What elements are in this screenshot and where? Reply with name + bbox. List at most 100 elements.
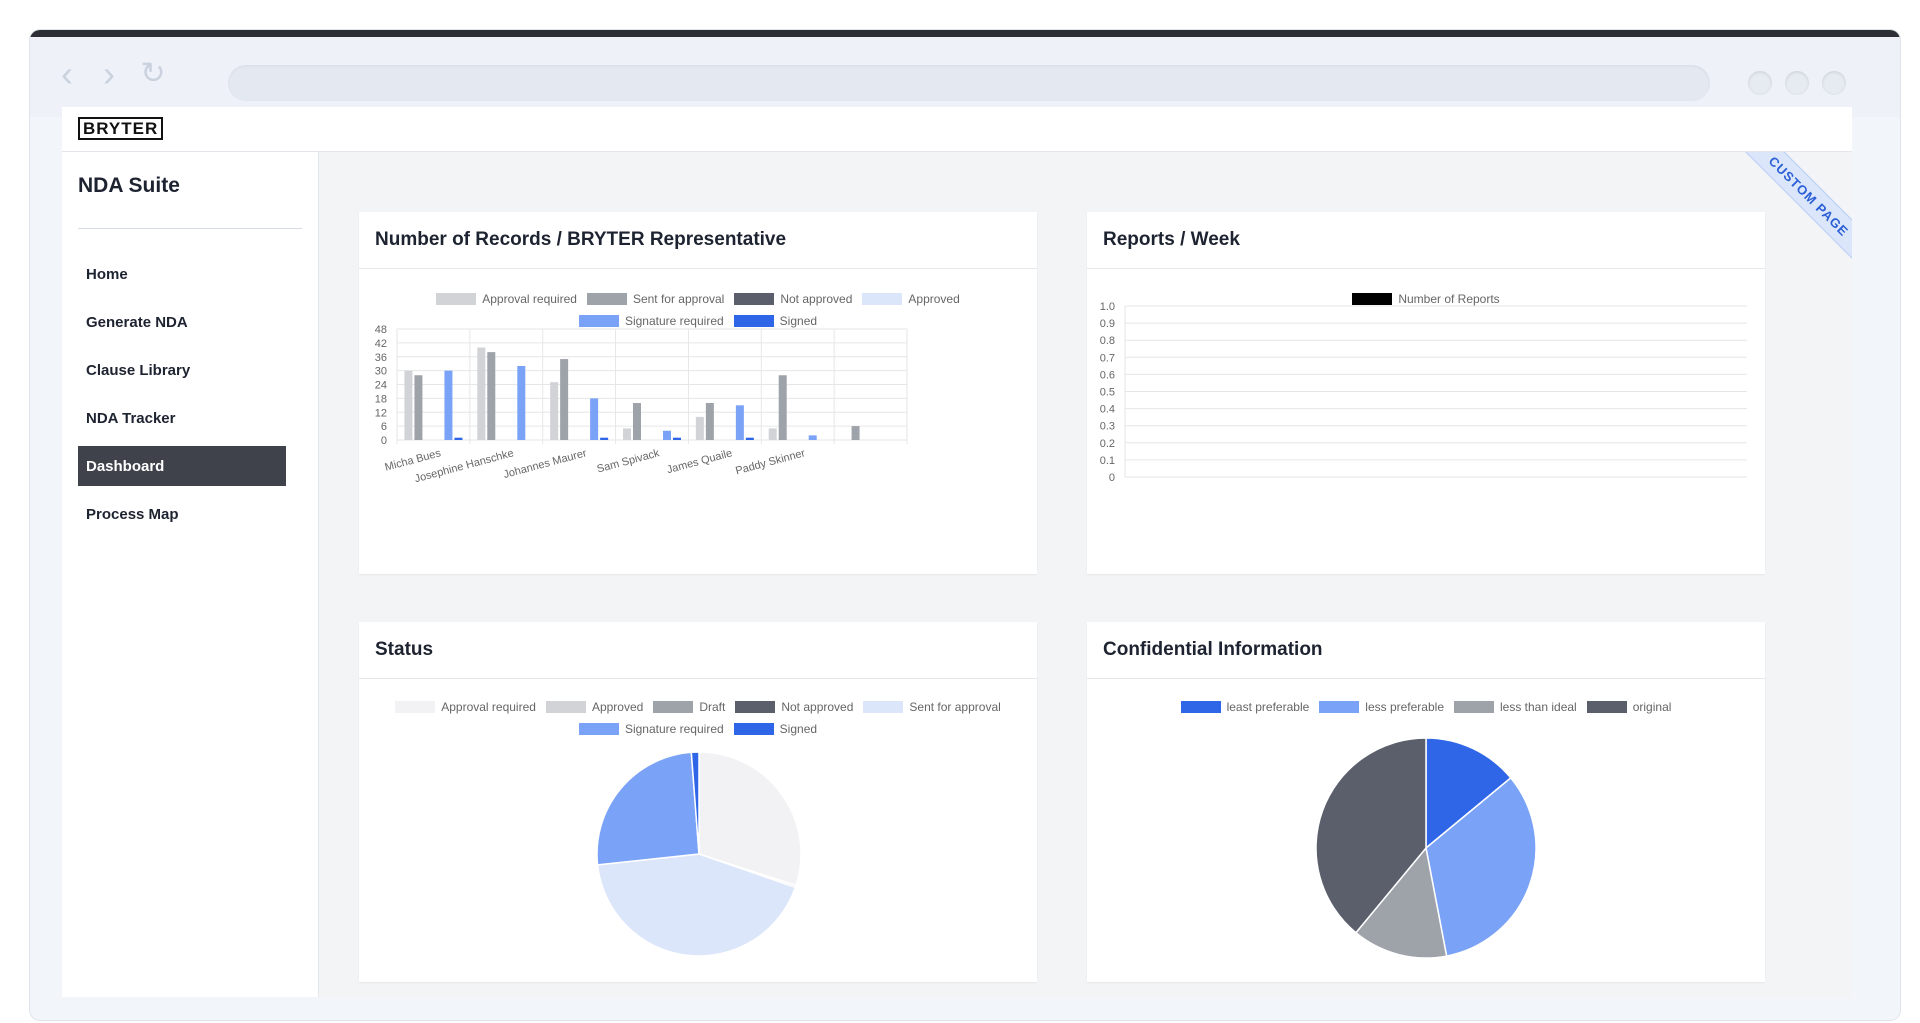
y-tick-label: 42 — [375, 338, 387, 350]
sidebar: NDA Suite Home Generate NDA Clause Libra… — [62, 152, 319, 997]
sidebar-item-dashboard[interactable]: Dashboard — [78, 446, 286, 486]
address-bar[interactable] — [228, 65, 1710, 101]
y-tick-label: 48 — [375, 324, 387, 336]
legend-swatch — [863, 701, 904, 713]
pie-slice — [596, 853, 797, 957]
legend-label: Sent for approval — [909, 700, 1001, 714]
sidebar-item-home[interactable]: Home — [86, 265, 128, 283]
legend-item[interactable]: less than ideal — [1454, 696, 1577, 718]
window-top-border — [30, 30, 1900, 37]
x-tick-label: Paddy Skinner — [734, 447, 807, 477]
legend-swatch — [1319, 701, 1360, 713]
chart-legend: Approval required Sent for approval Not ap… — [359, 288, 1037, 332]
x-tick-label: Sam Spivack — [596, 447, 662, 475]
bar — [600, 437, 609, 440]
legend-item[interactable]: Not approved — [734, 288, 852, 310]
legend-label: Approved — [591, 700, 644, 714]
browser-chrome: ‹ › ↻ — [30, 37, 1900, 117]
legend-swatch — [395, 701, 436, 713]
chart-legend: Number of Reports — [1087, 288, 1765, 310]
legend-item[interactable]: Number of Reports — [1352, 288, 1500, 310]
legend-label: less than ideal — [1500, 700, 1577, 714]
legend-item[interactable]: Signed — [733, 718, 817, 740]
legend-item[interactable]: Signature required — [578, 310, 724, 332]
y-tick-label: 6 — [381, 421, 387, 433]
bar — [705, 403, 714, 440]
legend-item[interactable]: Approval required — [395, 696, 536, 718]
legend-item[interactable]: Approval required — [436, 288, 577, 310]
legend-item[interactable]: Approved — [545, 696, 644, 718]
sidebar-item-clause-library[interactable]: Clause Library — [86, 361, 191, 379]
bar — [560, 359, 569, 440]
status-card: Status Approval required Approved Draft Not… — [359, 622, 1037, 982]
legend-swatch — [586, 293, 627, 305]
legend-item[interactable]: Sent for approval — [863, 696, 1001, 718]
forward-icon[interactable]: › — [103, 53, 115, 94]
chart-legend: Approval required Approved Draft Not approv… — [359, 696, 1037, 740]
legend-swatch — [733, 315, 774, 327]
legend-label: Signature required — [624, 722, 724, 736]
legend-swatch — [862, 293, 903, 305]
bar — [808, 435, 817, 440]
y-tick-label: 0.9 — [1100, 318, 1115, 330]
sidebar-item-nda-tracker[interactable]: NDA Tracker — [86, 409, 176, 427]
browser-window: ‹ › ↻ BRYTER NDA Suite Home Generate NDA… — [30, 30, 1900, 1020]
sidebar-item-generate-nda[interactable]: Generate NDA — [86, 313, 188, 331]
legend-item[interactable]: original — [1586, 696, 1672, 718]
legend-label: Not approved — [781, 700, 854, 714]
x-tick-label: James Quaile — [666, 447, 734, 476]
records-card: Number of Records / BRYTER Representativ… — [359, 212, 1037, 574]
window-control-dot[interactable] — [1748, 71, 1772, 95]
y-tick-label: 36 — [375, 352, 387, 364]
legend-swatch — [1180, 701, 1221, 713]
app-page: BRYTER NDA Suite Home Generate NDA Claus… — [62, 107, 1852, 997]
bryter-logo[interactable]: BRYTER — [78, 117, 164, 140]
window-control-dot[interactable] — [1822, 71, 1846, 95]
reload-icon[interactable]: ↻ — [140, 57, 166, 90]
legend-swatch — [1352, 293, 1393, 305]
legend-item[interactable]: less preferable — [1319, 696, 1444, 718]
y-tick-label: 30 — [375, 366, 387, 378]
y-tick-label: 12 — [375, 407, 387, 419]
legend-swatch — [734, 293, 775, 305]
back-icon[interactable]: ‹ — [61, 53, 73, 94]
legend-label: original — [1632, 700, 1672, 714]
status-pie-chart — [596, 751, 802, 957]
pie-slice — [1425, 776, 1537, 957]
legend-swatch — [1586, 701, 1627, 713]
legend-item[interactable]: Signature required — [578, 718, 724, 740]
bar — [590, 398, 599, 440]
y-tick-label: 0.3 — [1100, 421, 1115, 433]
card-title: Reports / Week — [1087, 212, 1765, 269]
legend-label: Signed — [779, 314, 818, 328]
pie-slice — [1354, 846, 1448, 959]
legend-swatch — [578, 315, 619, 327]
y-tick-label: 0.1 — [1100, 455, 1115, 467]
bar — [550, 382, 559, 440]
legend-item[interactable]: Approved — [862, 288, 960, 310]
legend-item[interactable]: Draft — [653, 696, 725, 718]
legend-item[interactable]: Not approved — [735, 696, 853, 718]
legend-label: Signature required — [624, 314, 724, 328]
y-tick-label: 1.0 — [1100, 301, 1115, 313]
dashboard-main: CUSTOM PAGE Number of Records / BRYTER R… — [319, 152, 1852, 997]
window-control-dot[interactable] — [1785, 71, 1809, 95]
pie-slice — [1425, 737, 1512, 850]
y-tick-label: 0.4 — [1100, 404, 1115, 416]
bar — [673, 437, 681, 440]
reports-line-chart: 0 0.1 0.2 0.3 0.4 0.5 0.6 0.7 0.8 0.9 1.0 — [1100, 301, 1747, 484]
y-tick-label: 0 — [381, 435, 387, 447]
legend-swatch — [653, 701, 694, 713]
y-tick-label: 0.8 — [1100, 335, 1115, 347]
legend-item[interactable]: least preferable — [1180, 696, 1309, 718]
bar — [663, 430, 671, 440]
x-tick-label: Johannes Maurer — [502, 447, 588, 481]
legend-swatch — [436, 293, 477, 305]
sidebar-item-process-map[interactable]: Process Map — [86, 505, 179, 523]
legend-item[interactable]: Signed — [733, 310, 818, 332]
card-title: Status — [359, 622, 1037, 679]
bar — [745, 437, 754, 440]
legend-item[interactable]: Sent for approval — [586, 288, 724, 310]
legend-swatch — [735, 701, 776, 713]
y-tick-label: 0.6 — [1100, 369, 1115, 381]
